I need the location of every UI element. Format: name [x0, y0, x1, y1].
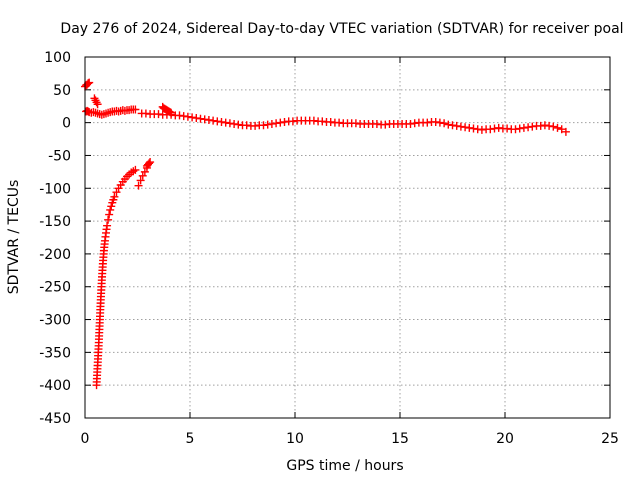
series-recovery-tail [134, 163, 151, 190]
y-tick-label: -350 [39, 345, 71, 361]
data-point [440, 119, 449, 128]
data-point [136, 176, 145, 185]
x-tick-label: 20 [496, 431, 514, 447]
y-tick-label: -150 [39, 214, 71, 230]
y-tick-label: 100 [44, 50, 71, 66]
x-tick-label: 15 [391, 431, 409, 447]
data-point [145, 159, 154, 168]
y-tick-label: -50 [48, 148, 71, 164]
data-point [131, 105, 140, 114]
y-tick-label: -400 [39, 378, 71, 394]
y-tick-label: 0 [62, 116, 71, 132]
label-layer: 0 5 10 15 20 25 100 50 0 -50 -100 -150 -200 -250 -300 -… [39, 50, 619, 447]
x-tick-label: 5 [186, 431, 195, 447]
y-tick-label: -250 [39, 280, 71, 296]
y-axis-label: SDTVAR / TECUs [6, 180, 22, 295]
data-point [131, 165, 140, 174]
y-tick-label: -100 [39, 181, 71, 197]
plot-frame [84, 56, 611, 419]
data-point [107, 202, 116, 211]
data-point [104, 215, 113, 224]
series-main-trace-early [82, 105, 140, 119]
x-tick-label: 10 [286, 431, 304, 447]
data-point [105, 210, 114, 219]
data-point [146, 158, 155, 167]
grid-layer [85, 57, 610, 418]
y-tick-label: -200 [39, 247, 71, 263]
y-tick-label: 50 [53, 83, 71, 99]
series-early-drop [142, 158, 155, 170]
y-tick-label: -450 [39, 411, 71, 427]
series-main-trace [137, 109, 570, 136]
data-point [553, 123, 562, 132]
data-point [110, 192, 119, 201]
data-point [561, 127, 570, 136]
series-early-spike [90, 94, 102, 109]
series-recovery-curve [92, 165, 140, 390]
data-point [85, 78, 94, 87]
data-point [103, 221, 112, 230]
data-point [557, 125, 566, 134]
data-point [106, 205, 115, 214]
points-layer [81, 78, 570, 390]
x-tick-label: 0 [81, 431, 90, 447]
y-tick-label: -300 [39, 313, 71, 329]
x-axis-label: GPS time / hours [286, 458, 403, 474]
x-tick-label: 25 [601, 431, 619, 447]
data-point [93, 100, 102, 109]
series-segment-start [158, 102, 176, 117]
chart-title: Day 276 of 2024, Sidereal Day-to-day VTE… [60, 21, 623, 37]
data-point [549, 122, 558, 131]
data-point [167, 108, 176, 117]
data-point [134, 181, 143, 190]
